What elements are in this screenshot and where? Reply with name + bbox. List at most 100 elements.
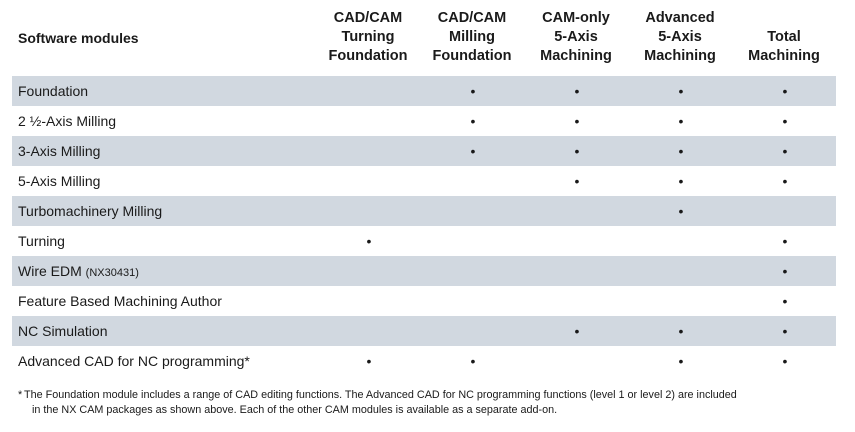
table-cell: • bbox=[735, 316, 835, 346]
column-header-milling-foundation: CAD/CAM Milling Foundation bbox=[422, 9, 522, 66]
table-cell bbox=[319, 76, 419, 106]
row-label: Feature Based Machining Author bbox=[18, 286, 222, 316]
included-bullet: • bbox=[574, 83, 580, 99]
column-header-line: Machining bbox=[540, 48, 612, 64]
modules-table: Foundation • • • • 2 ½-Axis Milling • • • • 3-Axis… bbox=[12, 76, 836, 376]
row-label-text: Turbomachinery Milling bbox=[18, 203, 163, 219]
included-bullet: • bbox=[366, 233, 372, 249]
included-bullet: • bbox=[574, 323, 580, 339]
table-cell bbox=[319, 286, 419, 316]
table-header: Software modules CAD/CAM Turning Foundat… bbox=[0, 0, 855, 76]
column-header-line: Advanced bbox=[645, 10, 715, 26]
table-cell bbox=[527, 346, 627, 376]
included-bullet: • bbox=[782, 353, 788, 369]
included-bullet: • bbox=[782, 263, 788, 279]
table-cell: • bbox=[319, 226, 419, 256]
table-cell: • bbox=[527, 106, 627, 136]
table-cell bbox=[527, 196, 627, 226]
footnote-star: * bbox=[18, 389, 23, 401]
column-header-line: Foundation bbox=[328, 48, 408, 64]
column-header-turning-foundation: CAD/CAM Turning Foundation bbox=[318, 9, 418, 66]
included-bullet: • bbox=[678, 173, 684, 189]
table-cell bbox=[423, 226, 523, 256]
table-row: Advanced CAD for NC programming* • • • • bbox=[12, 346, 836, 376]
table-cell bbox=[319, 166, 419, 196]
table-cell bbox=[631, 256, 731, 286]
included-bullet: • bbox=[678, 323, 684, 339]
table-cell bbox=[319, 256, 419, 286]
table-cell bbox=[735, 196, 835, 226]
row-label-text: 5-Axis Milling bbox=[18, 173, 101, 189]
included-bullet: • bbox=[678, 113, 684, 129]
included-bullet: • bbox=[574, 173, 580, 189]
included-bullet: • bbox=[470, 143, 476, 159]
row-label: Turning bbox=[18, 226, 65, 256]
footnote-line-2: in the NX CAM packages as shown above. E… bbox=[32, 404, 558, 416]
table-cell bbox=[527, 256, 627, 286]
row-label: Foundation bbox=[18, 76, 88, 106]
column-header-line: 5-Axis bbox=[554, 29, 598, 45]
row-label: Advanced CAD for NC programming* bbox=[18, 346, 250, 376]
column-header-line: Machining bbox=[644, 48, 716, 64]
table-cell: • bbox=[631, 346, 731, 376]
table-cell: • bbox=[423, 136, 523, 166]
included-bullet: • bbox=[782, 323, 788, 339]
table-cell bbox=[527, 286, 627, 316]
table-cell: • bbox=[735, 76, 835, 106]
included-bullet: • bbox=[678, 203, 684, 219]
column-header-cam-only-5-axis: CAM-only 5-Axis Machining bbox=[526, 9, 626, 66]
included-bullet: • bbox=[366, 353, 372, 369]
table-cell: • bbox=[319, 346, 419, 376]
table-cell: • bbox=[423, 76, 523, 106]
included-bullet: • bbox=[574, 113, 580, 129]
table-cell: • bbox=[735, 226, 835, 256]
table-cell: • bbox=[423, 346, 523, 376]
column-header-line: CAD/CAM bbox=[437, 10, 507, 26]
table-cell bbox=[423, 286, 523, 316]
table-row: NC Simulation • • • bbox=[12, 316, 836, 346]
row-label-note: (NX30431) bbox=[85, 267, 139, 279]
column-header-line: CAD/CAM bbox=[333, 10, 403, 26]
row-label-text: Wire EDM bbox=[18, 263, 82, 279]
table-cell bbox=[423, 256, 523, 286]
table-cell: • bbox=[423, 106, 523, 136]
table-cell bbox=[423, 316, 523, 346]
table-cell: • bbox=[735, 166, 835, 196]
table-cell bbox=[319, 136, 419, 166]
included-bullet: • bbox=[782, 293, 788, 309]
table-cell: • bbox=[527, 316, 627, 346]
table-cell: • bbox=[527, 166, 627, 196]
table-cell bbox=[319, 196, 419, 226]
table-cell bbox=[631, 286, 731, 316]
included-bullet: • bbox=[470, 353, 476, 369]
row-label: 3-Axis Milling bbox=[18, 136, 100, 166]
column-header-line: Turning bbox=[341, 29, 395, 45]
table-cell bbox=[631, 226, 731, 256]
row-label-text: Advanced CAD for NC programming* bbox=[18, 353, 250, 369]
table-cell: • bbox=[527, 136, 627, 166]
included-bullet: • bbox=[470, 83, 476, 99]
table-cell bbox=[527, 226, 627, 256]
table-row: 3-Axis Milling • • • • bbox=[12, 136, 836, 166]
row-label-text: Foundation bbox=[18, 83, 89, 99]
table-row: Foundation • • • • bbox=[12, 76, 836, 106]
included-bullet: • bbox=[574, 143, 580, 159]
row-label-text: 3-Axis Milling bbox=[18, 143, 101, 159]
table-row: Turbomachinery Milling • bbox=[12, 196, 836, 226]
footnote: * The Foundation module includes a range… bbox=[18, 388, 824, 418]
column-header-line: CAM-only bbox=[542, 10, 610, 26]
column-header-line: 5-Axis bbox=[658, 29, 702, 45]
table-cell: • bbox=[735, 346, 835, 376]
row-label: NC Simulation bbox=[18, 316, 107, 346]
column-header-line: Milling bbox=[449, 29, 495, 45]
row-label: 5-Axis Milling bbox=[18, 166, 100, 196]
table-cell bbox=[319, 106, 419, 136]
table-row: 5-Axis Milling • • • bbox=[12, 166, 836, 196]
table-cell: • bbox=[631, 136, 731, 166]
column-header-line: Total bbox=[767, 29, 801, 45]
header-software-modules: Software modules bbox=[18, 30, 139, 46]
table-cell: • bbox=[631, 166, 731, 196]
table-cell bbox=[319, 316, 419, 346]
included-bullet: • bbox=[470, 113, 476, 129]
table-cell: • bbox=[631, 316, 731, 346]
